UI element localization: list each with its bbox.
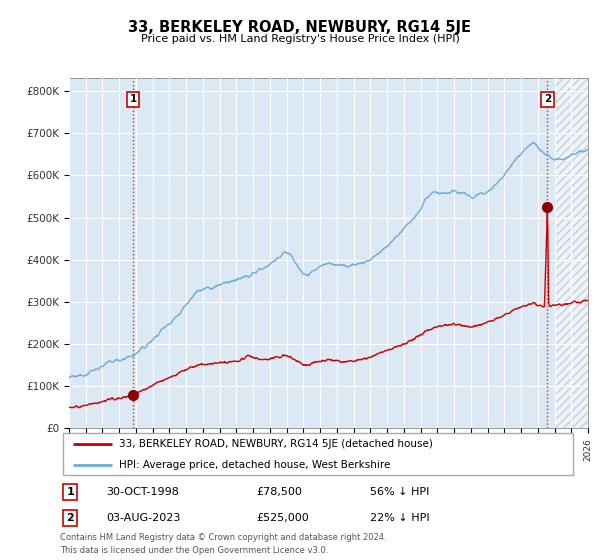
- Text: 33, BERKELEY ROAD, NEWBURY, RG14 5JE (detached house): 33, BERKELEY ROAD, NEWBURY, RG14 5JE (de…: [119, 438, 433, 449]
- Text: 33, BERKELEY ROAD, NEWBURY, RG14 5JE: 33, BERKELEY ROAD, NEWBURY, RG14 5JE: [128, 20, 472, 35]
- Text: HPI: Average price, detached house, West Berkshire: HPI: Average price, detached house, West…: [119, 460, 391, 470]
- Text: 2: 2: [544, 95, 551, 104]
- Text: 30-OCT-1998: 30-OCT-1998: [106, 487, 179, 497]
- Text: 1: 1: [67, 487, 74, 497]
- Text: £78,500: £78,500: [256, 487, 302, 497]
- Text: 22% ↓ HPI: 22% ↓ HPI: [370, 513, 429, 523]
- Text: 56% ↓ HPI: 56% ↓ HPI: [370, 487, 429, 497]
- Text: 2: 2: [67, 513, 74, 523]
- Text: 1: 1: [130, 95, 137, 104]
- Text: Price paid vs. HM Land Registry's House Price Index (HPI): Price paid vs. HM Land Registry's House …: [140, 34, 460, 44]
- FancyBboxPatch shape: [62, 433, 574, 475]
- Text: £525,000: £525,000: [256, 513, 309, 523]
- Text: Contains HM Land Registry data © Crown copyright and database right 2024.
This d: Contains HM Land Registry data © Crown c…: [60, 533, 386, 554]
- Text: 03-AUG-2023: 03-AUG-2023: [106, 513, 181, 523]
